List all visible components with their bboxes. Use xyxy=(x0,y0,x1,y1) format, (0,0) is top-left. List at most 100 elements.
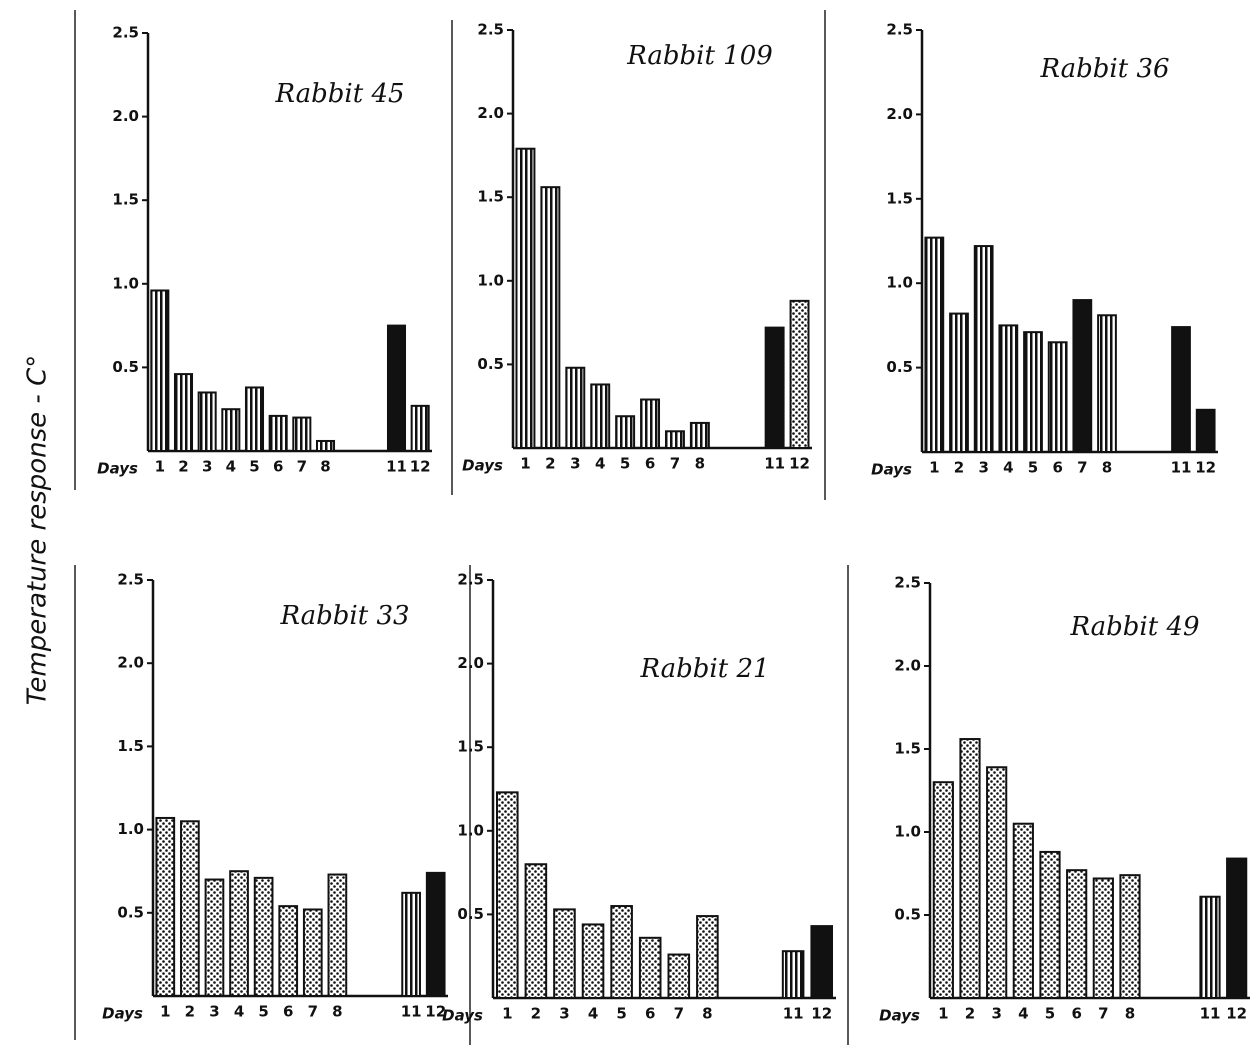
y-tick-label: 0.5 xyxy=(457,905,484,923)
bar xyxy=(292,416,312,452)
y-tick-label: 2.5 xyxy=(477,21,504,39)
bar xyxy=(1039,850,1061,999)
y-tick-label: 0.5 xyxy=(477,355,504,373)
bar xyxy=(197,391,217,453)
x-tick-label: 5 xyxy=(258,1003,268,1021)
x-tick-label: 4 xyxy=(226,458,236,476)
bar xyxy=(973,245,994,453)
bar xyxy=(268,414,288,452)
bar xyxy=(667,953,691,1000)
x-tick-label: 4 xyxy=(1018,1005,1028,1023)
x-tick-label: 4 xyxy=(1003,459,1013,477)
x-tick-label: 12 xyxy=(1195,459,1216,477)
x-tick-label: 12 xyxy=(1226,1005,1247,1023)
bar xyxy=(386,324,407,453)
x-tick-label: 2 xyxy=(965,1005,975,1023)
bar xyxy=(1047,341,1068,453)
bar xyxy=(1199,895,1221,999)
x-tick-label: 2 xyxy=(531,1005,541,1023)
y-tick-label: 2.5 xyxy=(894,574,921,592)
x-tick-label: 8 xyxy=(1125,1005,1135,1023)
x-tick-label: 5 xyxy=(249,458,259,476)
bar xyxy=(615,415,636,449)
bar xyxy=(180,820,200,998)
x-axis-label: Days xyxy=(462,457,503,475)
y-tick-label: 0.5 xyxy=(112,358,139,376)
bar xyxy=(204,878,225,998)
y-tick-label: 0.5 xyxy=(117,903,144,921)
x-tick-label: 11 xyxy=(1171,459,1192,477)
x-tick-label: 4 xyxy=(595,455,605,473)
bar xyxy=(1171,326,1191,454)
bar xyxy=(590,383,611,449)
y-tick-label: 0.5 xyxy=(894,906,921,924)
x-tick-label: 3 xyxy=(209,1003,219,1021)
x-tick-label: 7 xyxy=(1077,459,1087,477)
y-tick-label: 1.5 xyxy=(886,189,913,207)
bar xyxy=(781,950,805,1000)
y-tick-label: 2.5 xyxy=(886,21,913,39)
bar xyxy=(253,876,274,998)
x-axis-label: Days xyxy=(102,1005,143,1023)
bar xyxy=(315,439,336,452)
x-axis-label: Days xyxy=(97,460,138,478)
x-tick-label: 8 xyxy=(320,458,330,476)
bar xyxy=(581,923,605,1000)
bar xyxy=(1066,869,1088,999)
x-tick-label: 3 xyxy=(570,455,580,473)
y-tick-label: 1.0 xyxy=(477,271,504,289)
x-tick-label: 11 xyxy=(401,1003,422,1021)
bar xyxy=(278,905,299,997)
bar xyxy=(496,791,519,999)
y-tick-label: 1.0 xyxy=(886,274,913,292)
x-tick-label: 12 xyxy=(425,1003,446,1021)
bar xyxy=(150,289,170,452)
x-tick-label: 1 xyxy=(520,455,530,473)
x-tick-label: 8 xyxy=(702,1005,712,1023)
y-tick-label: 2.5 xyxy=(117,571,144,589)
bar xyxy=(610,905,633,999)
bar xyxy=(1012,822,1034,1000)
x-tick-label: 7 xyxy=(308,1003,318,1021)
chart-title: Rabbit 49 xyxy=(1069,612,1199,642)
x-tick-label: 6 xyxy=(645,1005,655,1023)
x-tick-label: 12 xyxy=(811,1005,832,1023)
chart-title: Rabbit 21 xyxy=(639,654,769,684)
x-tick-label: 2 xyxy=(954,459,964,477)
x-tick-label: 3 xyxy=(202,458,212,476)
y-tick-label: 1.0 xyxy=(112,274,139,292)
x-tick-label: 3 xyxy=(978,459,988,477)
bar xyxy=(540,186,561,449)
bar xyxy=(998,324,1019,453)
x-tick-label: 11 xyxy=(764,455,785,473)
x-tick-label: 11 xyxy=(386,458,407,476)
y-tick-label: 2.0 xyxy=(894,657,921,675)
x-tick-label: 4 xyxy=(588,1005,598,1023)
x-tick-label: 12 xyxy=(410,458,431,476)
bar xyxy=(949,312,969,454)
x-tick-label: 5 xyxy=(1045,1005,1055,1023)
x-tick-label: 6 xyxy=(273,458,283,476)
bar xyxy=(515,147,536,449)
bar xyxy=(1119,874,1141,999)
y-tick-label: 1.5 xyxy=(477,188,504,206)
bar xyxy=(401,891,421,997)
bar xyxy=(810,925,833,999)
x-tick-label: 2 xyxy=(545,455,555,473)
bar xyxy=(229,870,249,998)
chart-title: Rabbit 36 xyxy=(1039,54,1169,84)
x-tick-label: 1 xyxy=(155,458,165,476)
bar xyxy=(1092,877,1114,999)
x-tick-label: 2 xyxy=(185,1003,195,1021)
chart-title: Rabbit 109 xyxy=(626,41,773,71)
x-tick-label: 7 xyxy=(297,458,307,476)
x-axis-label: Days xyxy=(879,1007,920,1025)
bar xyxy=(696,915,719,1000)
bar xyxy=(689,421,710,450)
bar xyxy=(244,386,265,452)
bar xyxy=(524,863,548,999)
x-tick-label: 11 xyxy=(783,1005,804,1023)
bar xyxy=(959,738,981,999)
x-tick-label: 3 xyxy=(991,1005,1001,1023)
